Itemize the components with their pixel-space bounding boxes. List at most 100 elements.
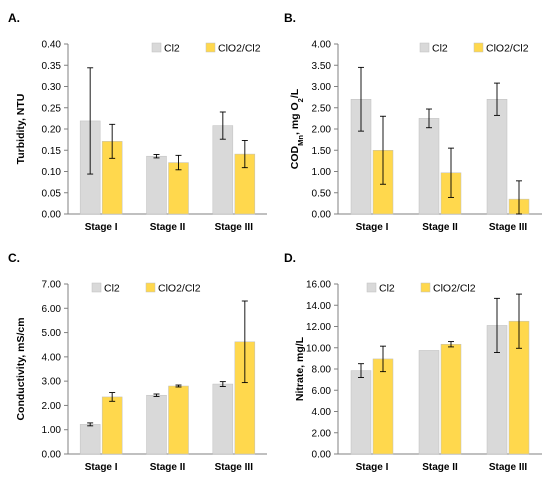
legend-swatch <box>91 282 102 293</box>
chart-panel-3: C. Conductivity, mS/cm 0.00 1.00 2.00 3.00 4.0… <box>8 251 267 473</box>
x-category-label: Stage I <box>85 462 118 473</box>
error-bar <box>153 393 160 397</box>
y-tick-label: 3.50 <box>312 61 332 72</box>
y-tick-label: 0.00 <box>42 210 62 221</box>
legend-swatch <box>151 42 162 53</box>
x-category-label: Stage III <box>489 222 528 233</box>
error-bar <box>153 154 160 159</box>
bar-cl2 <box>146 155 167 215</box>
error-bar <box>426 108 432 129</box>
error-bar <box>358 363 364 378</box>
legend: Cl2 ClO2/Cl2 <box>91 282 201 295</box>
legend-label: Cl2 <box>379 283 395 295</box>
y-axis-title: Turbidity, NTU <box>15 94 27 165</box>
error-bar <box>109 392 116 402</box>
x-category-label: Stage II <box>150 462 186 473</box>
y-tick-label: 4.00 <box>312 40 332 51</box>
bar-clo2-cl2 <box>440 343 462 455</box>
x-category-label: Stage III <box>215 222 254 233</box>
y-tick-label: 0.20 <box>42 125 62 136</box>
y-axis-title-part: /L <box>289 88 301 98</box>
y-tick-label: 2.00 <box>312 125 332 136</box>
error-bar <box>219 381 226 387</box>
bar-clo2-cl2 <box>372 358 394 455</box>
error-bar <box>358 66 364 132</box>
x-category-label: Stage I <box>356 222 389 233</box>
legend-label: ClO2/Cl2 <box>158 283 201 295</box>
y-tick-label: 14.00 <box>306 301 331 312</box>
x-category-label: Stage III <box>215 462 254 473</box>
y-axis-title-part: Conductivity, mS/cm <box>15 317 27 420</box>
y-tick-label: 2.00 <box>42 401 62 412</box>
y-tick-label: 12.00 <box>306 322 331 333</box>
error-bar <box>494 82 500 116</box>
legend: Cl2 ClO2/Cl2 <box>151 42 261 55</box>
y-tick-label: 5.00 <box>42 328 62 339</box>
bar-cl2 <box>486 99 508 215</box>
legend-label: Cl2 <box>104 283 120 295</box>
legend-label: ClO2/Cl2 <box>433 283 476 295</box>
error-bar <box>87 422 94 427</box>
bar-cl2 <box>146 394 167 455</box>
legend-swatch <box>473 42 484 53</box>
y-axis-title: Conductivity, mS/cm <box>15 317 27 420</box>
bar-clo2-cl2 <box>101 396 123 455</box>
y-tick-label: 6.00 <box>42 304 62 315</box>
error-bar <box>175 384 182 388</box>
y-axis-title-part: , mg O <box>289 102 301 135</box>
panel-label: A. <box>8 11 20 25</box>
y-tick-label: 1.50 <box>312 146 332 157</box>
y-tick-label: 0.30 <box>42 82 62 93</box>
legend: Cl2 ClO2/Cl2 <box>366 282 476 295</box>
y-tick-label: 4.00 <box>42 352 62 363</box>
x-category-label: Stage II <box>150 222 186 233</box>
bar-clo2-cl2 <box>168 162 189 215</box>
legend-swatch <box>205 42 216 53</box>
y-tick-label: 1.00 <box>42 425 62 436</box>
legend-label: Cl2 <box>432 43 448 55</box>
x-category-label: Stage III <box>489 462 528 473</box>
legend-label: Cl2 <box>164 43 180 55</box>
y-tick-label: 0.00 <box>312 450 332 461</box>
y-axis-title-part: COD <box>289 145 301 169</box>
y-axis-title: CODMn, mg O2/L <box>289 88 305 169</box>
bar-cl2 <box>418 118 440 215</box>
error-bar <box>516 180 522 215</box>
error-bar <box>516 293 522 349</box>
error-bar <box>494 297 500 353</box>
y-tick-label: 4.00 <box>312 407 332 418</box>
y-axis-title: Nitrate, mg/L <box>294 336 306 401</box>
error-bar <box>448 341 454 348</box>
y-tick-label: 0.10 <box>42 167 62 178</box>
legend: Cl2 ClO2/Cl2 <box>419 42 529 55</box>
legend-swatch <box>366 282 377 293</box>
y-tick-label: 10.00 <box>306 343 331 354</box>
panel-label: C. <box>8 251 20 265</box>
x-category-label: Stage II <box>422 222 458 233</box>
error-bar <box>448 147 454 198</box>
y-tick-label: 0.05 <box>42 188 62 199</box>
y-axis-title-part: Turbidity, NTU <box>15 94 27 165</box>
bar-cl2 <box>212 383 234 455</box>
legend-swatch <box>420 282 431 293</box>
x-category-label: Stage I <box>356 462 389 473</box>
y-tick-label: 0.25 <box>42 103 62 114</box>
y-tick-label: 0.15 <box>42 146 62 157</box>
y-tick-label: 1.00 <box>312 167 332 178</box>
error-bar <box>380 115 386 185</box>
y-tick-label: 7.00 <box>42 280 62 291</box>
error-bar <box>219 111 226 140</box>
error-bar <box>241 300 248 384</box>
panel-label: B. <box>284 11 296 25</box>
error-bar <box>175 154 182 171</box>
y-tick-label: 16.00 <box>306 280 331 291</box>
error-bar <box>109 123 116 159</box>
y-tick-label: 2.00 <box>312 428 332 439</box>
bar-cl2 <box>418 350 440 455</box>
y-tick-label: 8.00 <box>312 365 332 376</box>
y-tick-label: 0.40 <box>42 40 62 51</box>
y-axis-title-part: Nitrate, mg/L <box>294 336 306 401</box>
legend-label: ClO2/Cl2 <box>486 43 529 55</box>
y-tick-label: 3.00 <box>42 377 62 388</box>
